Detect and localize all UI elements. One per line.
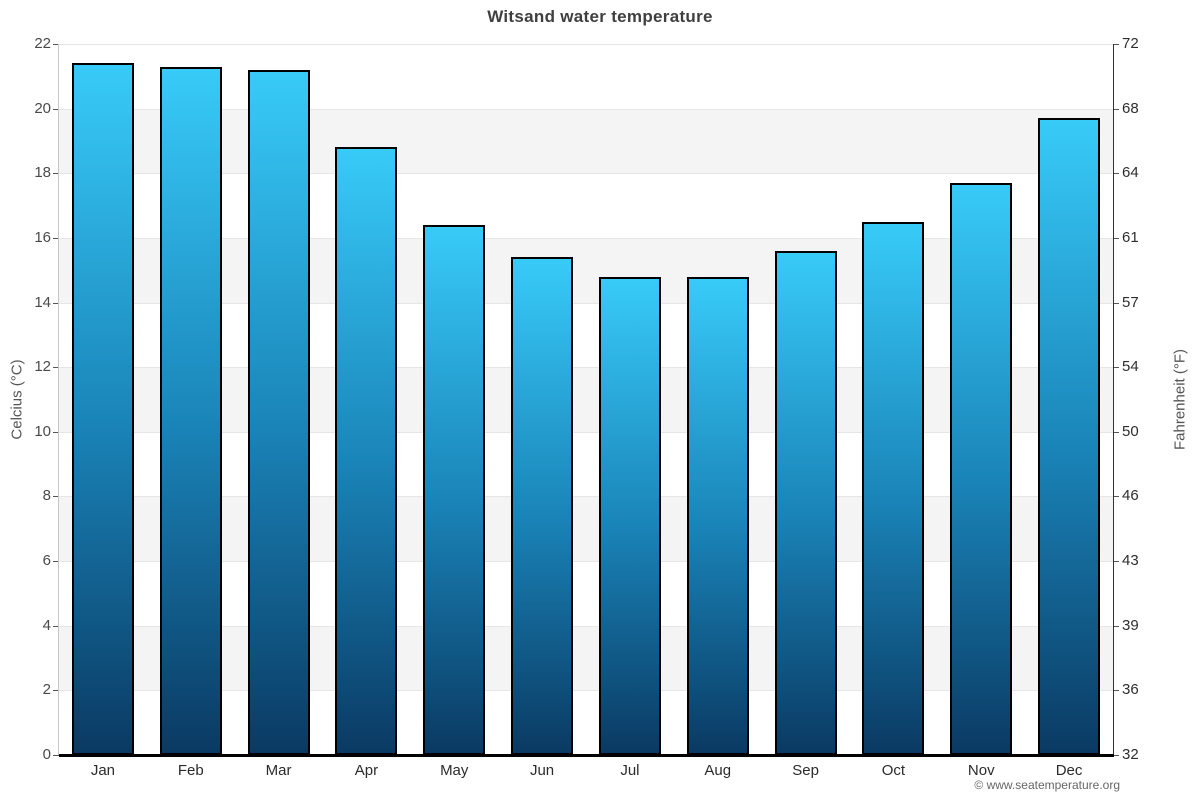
plot-area [59,44,1113,755]
x-tick-apr: Apr [354,762,379,779]
tick-mark-left [53,303,59,304]
x-tick-oct: Oct [881,762,906,779]
bar-oct [862,221,925,755]
y-tick-celsius: 0 [42,746,51,763]
y-tick-fahrenheit: 72 [1122,35,1139,52]
tick-mark-right [1113,238,1119,239]
tick-mark-right [1113,755,1119,756]
y-axis-line-left [58,44,59,755]
bar-may [423,224,486,755]
tick-mark-right [1113,496,1119,497]
y-tick-celsius: 6 [42,552,51,570]
x-tick-jan: Jan [90,762,115,779]
tick-mark-left [53,173,59,174]
x-tick-mar: Mar [265,762,292,779]
y-tick-fahrenheit: 68 [1122,99,1139,117]
bar-nov [950,182,1013,755]
x-tick-dec: Dec [1055,762,1083,779]
gridline [59,626,1113,627]
bar-feb [159,66,222,755]
gridline [59,367,1113,368]
tick-mark-left [53,44,59,45]
y-tick-celsius: 14 [34,293,51,311]
y-tick-fahrenheit: 61 [1122,228,1139,246]
x-tick-jun: Jun [529,762,555,779]
y-tick-celsius: 16 [34,228,51,246]
tick-mark-right [1113,432,1119,433]
tick-mark-left [53,367,59,368]
bar-jan [71,63,134,755]
tick-mark-left [53,755,59,756]
gridline [59,432,1113,433]
tick-mark-left [53,690,59,691]
gridline [59,303,1113,304]
y-tick-celsius: 2 [42,681,51,699]
plot-band [59,496,1113,562]
bar-sep [774,250,837,755]
plot-band [59,367,1113,432]
tick-mark-right [1113,109,1119,110]
y-tick-celsius: 18 [34,164,51,182]
y-axis-title-fahrenheit: Fahrenheit (°F) [1171,348,1189,450]
tick-mark-right [1113,44,1119,45]
tick-mark-right [1113,367,1119,368]
gridline [59,44,1113,45]
x-tick-jul: Jul [620,762,640,779]
tick-mark-right [1113,303,1119,304]
x-tick-feb: Feb [177,762,204,779]
x-tick-may: May [440,762,469,779]
x-axis-baseline [59,754,1114,757]
tick-mark-left [53,561,59,562]
tick-mark-left [53,626,59,627]
gridline [59,496,1113,497]
y-tick-celsius: 8 [42,487,51,505]
tick-mark-right [1113,173,1119,174]
y-tick-celsius: 22 [34,35,51,52]
y-tick-fahrenheit: 39 [1122,616,1139,634]
bar-mar [247,69,310,755]
y-tick-fahrenheit: 54 [1122,358,1139,376]
bar-aug [686,276,749,755]
y-tick-fahrenheit: 43 [1122,552,1139,570]
chart-title: Witsand water temperature [487,7,713,26]
bar-dec [1038,118,1101,755]
y-tick-celsius: 12 [34,358,51,376]
copyright-attribution: © www.seatemperature.org [974,778,1120,792]
y-tick-fahrenheit: 64 [1122,164,1139,182]
gridline [59,238,1113,239]
tick-mark-left [53,238,59,239]
y-tick-celsius: 10 [34,422,51,440]
tick-mark-left [53,432,59,433]
gridline [59,173,1113,174]
gridline [59,690,1113,691]
plot-band [59,237,1113,303]
x-tick-aug: Aug [704,762,732,779]
tick-mark-right [1113,626,1119,627]
tick-mark-left [53,109,59,110]
y-tick-fahrenheit: 50 [1122,422,1139,440]
y-tick-celsius: 20 [34,99,51,117]
y-tick-fahrenheit: 32 [1122,746,1139,763]
bar-jul [598,276,661,755]
y-tick-celsius: 4 [42,616,51,634]
bar-apr [335,147,398,755]
tick-mark-left [53,496,59,497]
y-tick-fahrenheit: 36 [1122,681,1139,699]
y-tick-fahrenheit: 57 [1122,293,1139,311]
tick-mark-right [1113,690,1119,691]
y-axis-line-right [1113,44,1114,755]
gridline [59,561,1113,562]
y-tick-fahrenheit: 46 [1122,487,1139,505]
gridline [59,109,1113,110]
plot-band [59,625,1113,691]
x-tick-nov: Nov [967,762,995,779]
tick-mark-right [1113,561,1119,562]
plot-band [59,108,1113,174]
x-tick-sep: Sep [792,762,819,779]
bar-jun [511,257,574,755]
